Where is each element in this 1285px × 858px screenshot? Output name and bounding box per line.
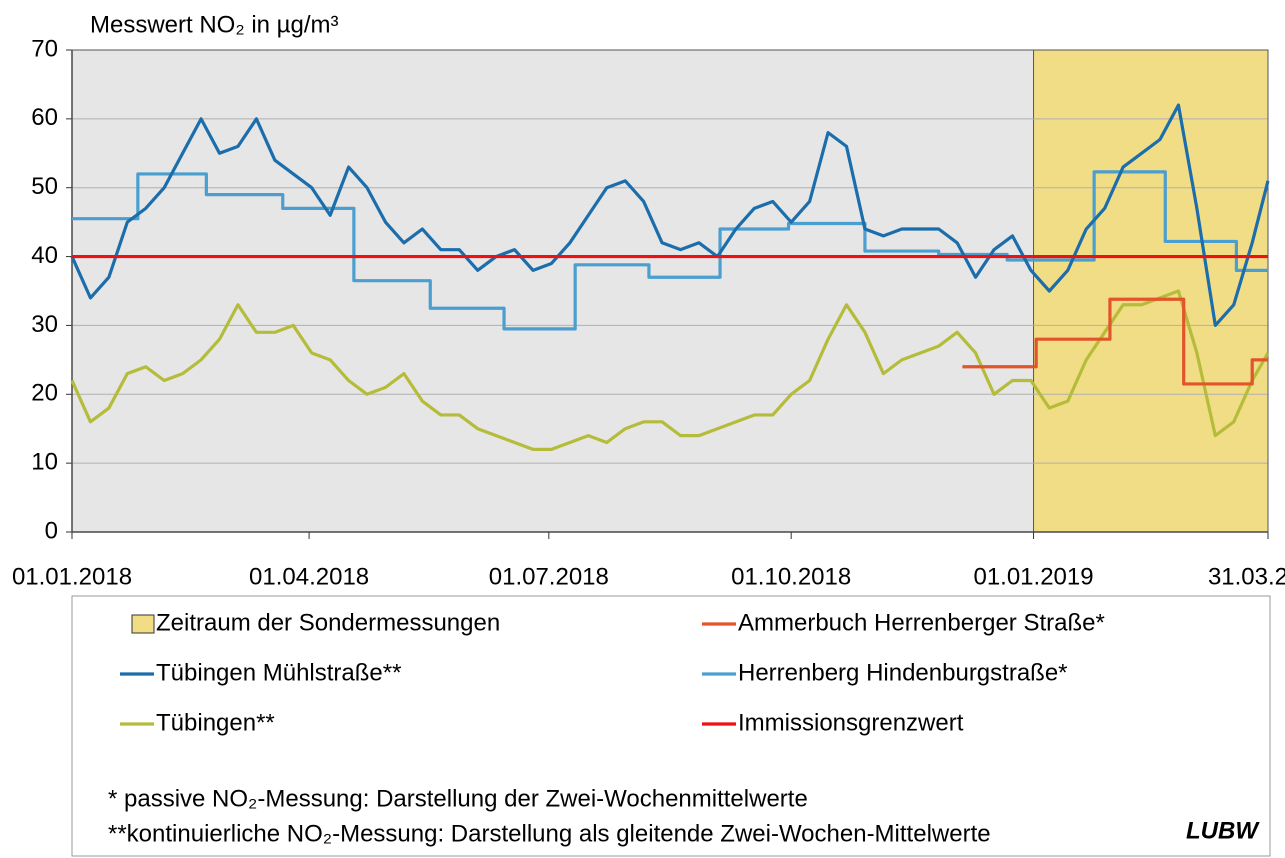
logo: LUBW <box>1186 817 1260 844</box>
y-tick-label: 10 <box>31 448 58 475</box>
y-tick-label: 30 <box>31 311 58 338</box>
legend-label: Herrenberg Hindenburgstraße* <box>738 659 1068 686</box>
y-tick-label: 20 <box>31 380 58 407</box>
series-line <box>72 170 1268 331</box>
plot-border <box>71 49 1269 533</box>
x-tick-label: 01.01.2019 <box>973 563 1093 590</box>
legend-box <box>71 595 1271 857</box>
x-tick-label: 01.07.2018 <box>489 563 609 590</box>
legend-label: Zeitraum der Sondermessungen <box>156 609 500 636</box>
footnote: * passive NO₂-Messung: Darstellung der Z… <box>108 785 808 812</box>
legend-label: Tübingen Mühlstraße** <box>156 659 401 686</box>
y-tick-label: 0 <box>45 517 58 544</box>
series-line <box>962 297 1268 386</box>
legend-label: Ammerbuch Herrenberger Straße* <box>738 609 1105 636</box>
y-tick-label: 60 <box>31 104 58 131</box>
x-tick-label: 01.10.2018 <box>731 563 851 590</box>
x-tick-label: 31.03.2019 <box>1208 563 1285 590</box>
highlight-region <box>1033 50 1268 532</box>
chart-title: Messwert NO₂ in µg/m³ <box>90 11 339 38</box>
legend-swatch <box>131 614 155 634</box>
x-tick-label: 01.01.2018 <box>12 563 132 590</box>
series-line <box>70 289 1270 451</box>
y-tick-label: 70 <box>31 35 58 62</box>
series-line <box>70 103 1270 328</box>
y-tick-label: 50 <box>31 173 58 200</box>
legend-label: Tübingen** <box>156 709 275 736</box>
y-tick-label: 40 <box>31 242 58 269</box>
legend-label: Immissionsgrenzwert <box>738 709 964 736</box>
x-tick-label: 01.04.2018 <box>249 563 369 590</box>
footnote: **kontinuierliche NO₂-Messung: Darstellu… <box>108 820 991 847</box>
